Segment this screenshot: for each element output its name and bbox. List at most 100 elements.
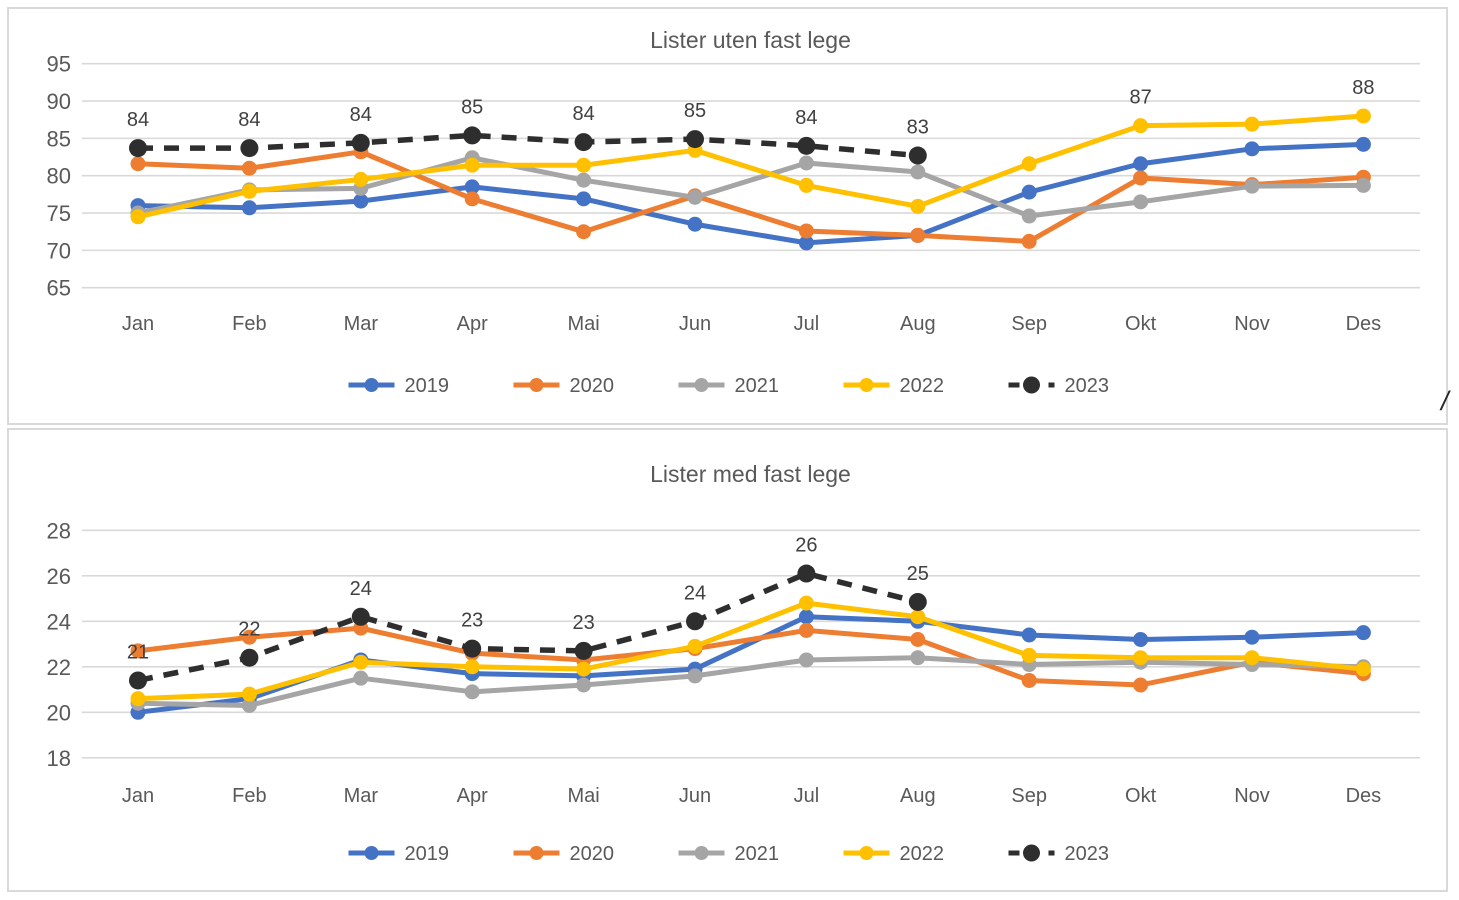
legend-label: 2019	[405, 843, 450, 865]
series-marker-2023	[129, 139, 147, 158]
series-marker-2023	[797, 136, 816, 155]
data-label: 25	[907, 563, 929, 585]
data-label: 21	[127, 641, 149, 663]
x-axis-tick-label: Jul	[794, 785, 820, 807]
data-label: 88	[1352, 77, 1374, 99]
series-marker-2022	[1133, 118, 1149, 134]
legend-item-2022: 2022	[843, 843, 944, 865]
series-marker-2020	[130, 156, 146, 172]
series-marker-2022	[130, 691, 146, 707]
x-axis-tick-label: Jan	[122, 785, 154, 807]
legend-item-2020: 2020	[513, 375, 615, 397]
series-marker-2019	[1244, 629, 1260, 645]
series-marker-2019	[1355, 136, 1371, 152]
legend-label: 2020	[570, 843, 615, 865]
data-label: 22	[238, 619, 260, 641]
x-axis-tick-label: Des	[1346, 313, 1382, 335]
data-label: 26	[795, 535, 817, 557]
x-axis-tick-label: Jul	[794, 313, 820, 335]
series-marker-2022	[910, 198, 926, 214]
series-marker-2021	[576, 677, 592, 693]
series-marker-2023	[797, 564, 816, 583]
series-marker-2021	[910, 164, 926, 180]
x-axis-tick-label: Nov	[1234, 313, 1270, 335]
series-marker-2020	[576, 224, 592, 240]
data-label: 84	[572, 103, 594, 125]
x-axis-tick-label: Jan	[122, 313, 154, 335]
series-marker-2021	[798, 155, 814, 171]
series-marker-2022	[353, 171, 369, 187]
data-label: 23	[572, 612, 594, 634]
data-label: 84	[350, 104, 372, 126]
series-line-2021	[137, 655, 1364, 708]
series-marker-2021	[576, 172, 592, 188]
series-marker-2019	[798, 609, 814, 625]
series-marker-2022	[353, 654, 369, 670]
series-marker-2022	[1355, 108, 1371, 124]
legend-marker	[364, 378, 379, 392]
y-axis-tick-label: 75	[47, 201, 71, 226]
y-axis-tick-label: 80	[47, 164, 71, 189]
legend-label: 2023	[1065, 375, 1110, 397]
series-marker-2019	[1244, 141, 1260, 157]
series-marker-2022	[1133, 650, 1149, 666]
series-line-2019	[137, 141, 1364, 246]
legend-label: 2020	[570, 375, 615, 397]
series-marker-2019	[1133, 632, 1149, 647]
x-axis-tick-label: Okt	[1125, 785, 1157, 807]
series-marker-2022	[241, 183, 257, 199]
series-marker-2023	[908, 592, 927, 611]
x-axis-tick-label: Jun	[679, 785, 711, 807]
x-axis-tick-label: Sep	[1011, 313, 1047, 335]
series-marker-2020	[910, 632, 926, 647]
series-marker-2023	[574, 641, 593, 660]
x-axis-tick-label: Des	[1346, 785, 1382, 807]
series-marker-2021	[798, 652, 814, 668]
data-label: 24	[684, 582, 706, 604]
series-marker-2022	[464, 659, 480, 675]
legend-item-2020: 2020	[513, 843, 615, 865]
y-axis-tick-label: 24	[47, 609, 71, 634]
legend-item-2023: 2023	[1008, 843, 1109, 865]
legend-item-2021: 2021	[678, 843, 780, 865]
series-marker-2022	[1355, 661, 1371, 677]
series-marker-2019	[798, 235, 814, 251]
series-marker-2021	[1021, 208, 1037, 224]
series-marker-2019	[464, 179, 480, 195]
data-label: 24	[350, 578, 372, 600]
series-marker-2023	[463, 126, 482, 145]
series-marker-2023	[686, 130, 704, 149]
line-chart-lister-med-fast-lege: 28 26 24 22 20 18 Jan Feb Mar Apr Mai Jun Jul Aug Sep O…	[47, 518, 1420, 865]
series-marker-2021	[464, 684, 480, 700]
series-line-2021	[137, 155, 1364, 219]
x-axis-tick-label: Apr	[457, 313, 488, 335]
series-marker-2021	[1244, 178, 1260, 194]
legend-marker	[529, 378, 544, 392]
series-marker-2023	[574, 133, 593, 152]
x-axis-tick-label: Feb	[232, 313, 266, 335]
series-marker-2020	[130, 643, 146, 659]
series-marker-2022	[1244, 650, 1260, 666]
y-axis-tick-label: 95	[47, 52, 71, 77]
series-marker-2022	[1021, 647, 1037, 663]
series-marker-2023	[686, 612, 704, 631]
legend-label: 2021	[735, 375, 780, 397]
legend-item-2019: 2019	[348, 375, 449, 397]
series-marker-2020	[241, 629, 257, 645]
series-marker-2020	[1133, 170, 1149, 186]
data-label: 84	[238, 109, 260, 131]
series-marker-2020	[910, 227, 926, 243]
series-marker-2023	[908, 146, 927, 165]
legend-marker	[1023, 844, 1040, 862]
series-marker-2019	[1355, 625, 1371, 641]
legend-label: 2021	[735, 843, 780, 865]
y-axis-tick-label: 85	[47, 126, 71, 151]
y-axis-tick-label: 26	[47, 564, 71, 589]
series-marker-2020	[241, 160, 257, 176]
series-marker-2021	[1355, 177, 1371, 193]
legend-marker	[694, 378, 709, 392]
x-axis-tick-label: Mar	[344, 785, 379, 807]
y-axis-tick-label: 22	[47, 655, 71, 680]
series-marker-2020	[1021, 233, 1037, 249]
